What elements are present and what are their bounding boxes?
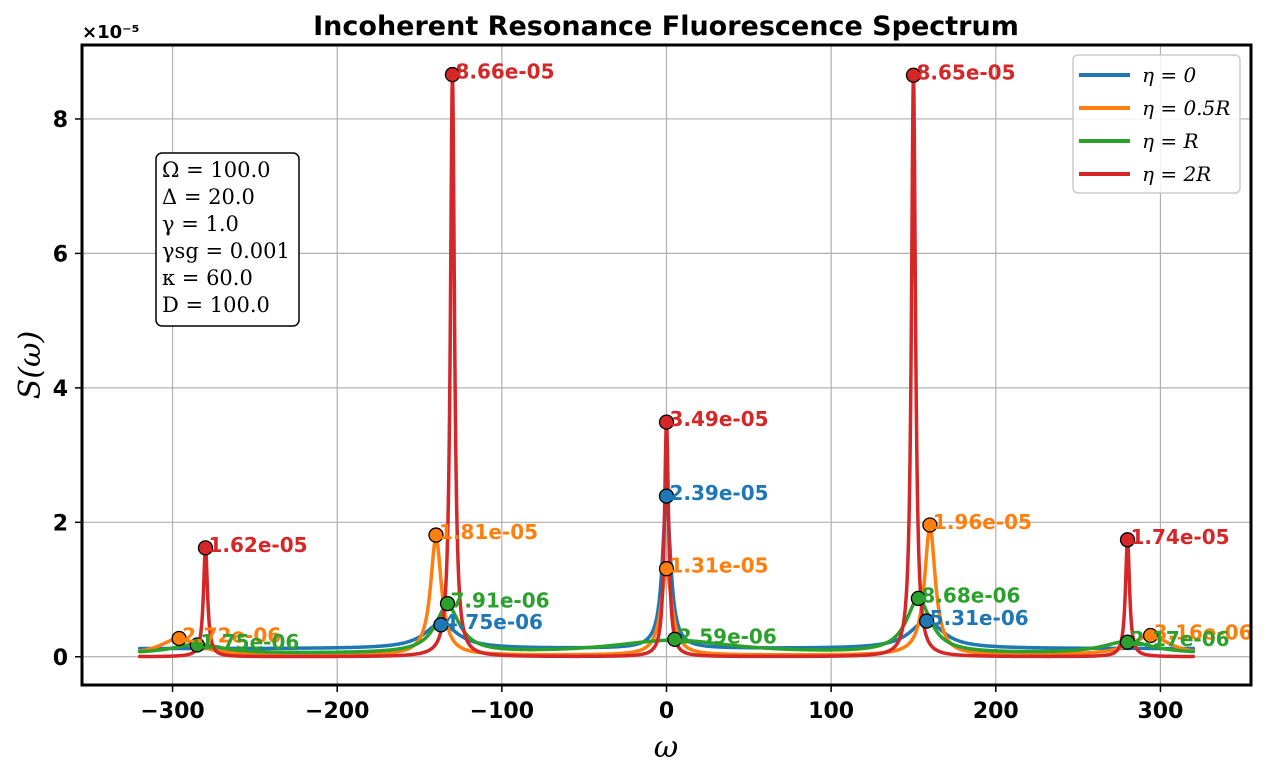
peak-marker	[667, 631, 683, 648]
peak-marker	[428, 527, 444, 543]
parameter-box-frame	[155, 152, 300, 327]
peak-label: 1.75e-06	[200, 630, 299, 654]
peak-label: 5.31e-06	[930, 606, 1029, 630]
peak-marker	[1119, 532, 1136, 548]
y-offset-label: ×10⁻⁵	[82, 22, 140, 43]
peak-label: 7.91e-06	[451, 589, 550, 613]
peak-marker	[439, 595, 456, 612]
param-gamma: γ = 1.0	[162, 212, 239, 236]
param-omega: Ω = 100.0	[162, 158, 270, 182]
y-tick-label: 2	[53, 511, 68, 536]
legend-entry: η = 2R	[1142, 162, 1211, 186]
peak-marker	[189, 637, 205, 653]
marker-layer	[171, 66, 1159, 653]
peak-marker	[1119, 634, 1136, 650]
peak-label: 1.74e-05	[1131, 525, 1230, 549]
peak-label: 1.62e-05	[208, 533, 307, 557]
peak-label-layer: 4.75e-06 2.39e-05 5.31e-06 2.72e-06 1.81e-05…	[182, 60, 1252, 654]
peak-label: 2.59e-06	[678, 624, 777, 648]
x-tick-label: −100	[470, 699, 534, 724]
peak-label: 2.72e-06	[182, 623, 281, 647]
param-kappa: κ = 60.0	[162, 266, 253, 290]
tick-layer: −300 −200 −100 0 100 200 300 0 2 4 6 8	[53, 108, 1184, 724]
peak-marker	[658, 414, 675, 430]
param-gamma-sg: γsg = 0.001	[162, 239, 290, 263]
param-delta: Δ = 20.0	[162, 185, 255, 209]
y-tick-label: 0	[53, 646, 68, 671]
peak-label: 1.31e-05	[670, 554, 769, 578]
peak-marker	[1142, 627, 1159, 644]
x-tick-label: 200	[973, 699, 1019, 724]
peak-marker	[444, 66, 461, 83]
legend: η = 0 η = 0.5R η = R η = 2R	[1072, 54, 1241, 194]
parameter-box: Ω = 100.0 Δ = 20.0 γ = 1.0 γsg = 0.001 κ…	[155, 152, 300, 327]
param-d: D = 100.0	[162, 293, 270, 317]
peak-label: 2.39e-05	[670, 481, 769, 505]
peak-marker	[658, 561, 675, 577]
peak-label: 3.16e-06	[1154, 621, 1253, 645]
x-tick-label: −300	[140, 699, 204, 724]
chart-title: Incoherent Resonance Fluorescence Spectr…	[313, 11, 1019, 42]
peak-marker	[905, 67, 922, 83]
peak-marker	[922, 517, 938, 533]
legend-entry: η = 0	[1142, 63, 1196, 87]
peak-label: 3.49e-05	[670, 407, 769, 431]
legend-entry: η = 0.5R	[1142, 96, 1230, 120]
y-tick-label: 8	[53, 108, 68, 133]
y-tick-label: 6	[53, 242, 68, 267]
peak-label: 8.68e-06	[921, 583, 1020, 607]
peak-marker	[433, 617, 449, 633]
y-tick-label: 4	[53, 377, 68, 402]
peak-label: 4.75e-06	[444, 610, 543, 634]
peak-label: 2.17e-06	[1131, 627, 1230, 651]
peak-marker	[918, 613, 935, 629]
peak-marker	[197, 540, 214, 556]
peak-label: 8.66e-05	[455, 60, 554, 84]
peak-marker	[910, 590, 927, 607]
series-line-2	[137, 597, 1196, 655]
x-tick-label: 300	[1137, 699, 1183, 724]
peak-label: 1.81e-05	[439, 520, 538, 544]
peak-label: 1.96e-05	[933, 510, 1032, 534]
legend-entry: η = R	[1142, 129, 1199, 153]
x-axis-label: ω	[654, 730, 678, 765]
peak-marker	[658, 488, 675, 504]
y-axis-label: S(ω)	[13, 331, 48, 399]
peak-marker	[171, 630, 187, 647]
legend-frame	[1072, 54, 1241, 194]
x-tick-label: 0	[659, 699, 674, 724]
x-tick-label: 100	[808, 699, 854, 724]
peak-label: 8.65e-05	[916, 60, 1015, 84]
x-tick-label: −200	[305, 699, 369, 724]
